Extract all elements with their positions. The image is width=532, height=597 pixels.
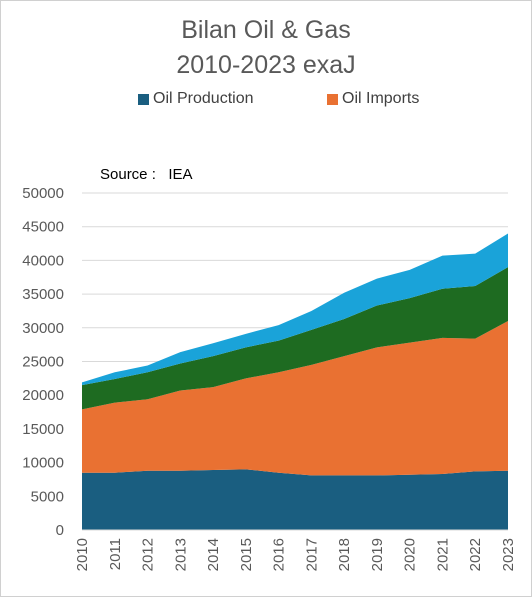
legend-label-oil-production: Oil Production xyxy=(153,90,254,107)
legend-swatch-oil-production xyxy=(138,93,149,105)
x-tick-label: 2016 xyxy=(271,538,288,571)
y-tick-label: 20000 xyxy=(22,387,64,404)
y-tick-label: 40000 xyxy=(22,252,64,269)
chart-title: Bilan Oil & Gas xyxy=(181,16,351,44)
x-tick-label: 2018 xyxy=(336,538,353,571)
x-tick-label: 2019 xyxy=(369,538,386,571)
y-tick-label: 15000 xyxy=(22,421,64,438)
legend-swatch-oil-imports xyxy=(327,93,338,105)
x-tick-label: 2021 xyxy=(434,538,451,571)
area-oil-production xyxy=(82,469,508,530)
y-tick-label: 45000 xyxy=(22,219,64,236)
x-tick-label: 2011 xyxy=(107,538,124,570)
y-tick-label: 25000 xyxy=(22,354,64,371)
x-tick-label: 2012 xyxy=(140,538,157,571)
y-tick-label: 0 xyxy=(56,522,64,539)
x-tick-label: 2014 xyxy=(205,538,222,571)
y-tick-label: 50000 xyxy=(22,185,64,202)
legend-item-oil-imports: Oil Imports xyxy=(327,90,419,108)
x-tick-label: 2020 xyxy=(402,538,419,571)
legend-label-oil-imports: Oil Imports xyxy=(342,90,420,107)
legend: Oil Production Oil Imports xyxy=(0,90,532,112)
source-annotation: Source : IEA xyxy=(100,166,193,183)
y-tick-label: 30000 xyxy=(22,320,64,337)
x-tick-label: 2010 xyxy=(74,538,91,571)
x-tick-label: 2017 xyxy=(303,538,320,571)
area-series-3 xyxy=(82,267,508,410)
y-tick-label: 10000 xyxy=(22,455,64,472)
x-tick-label: 2015 xyxy=(238,538,255,571)
legend-item-oil-production: Oil Production xyxy=(138,90,254,108)
area-oil-imports xyxy=(82,321,508,476)
x-tick-label: 2013 xyxy=(172,538,189,571)
chart-subtitle: 2010-2023 exaJ xyxy=(176,51,356,79)
y-tick-label: 35000 xyxy=(22,286,64,303)
x-tick-label: 2022 xyxy=(467,538,484,571)
y-tick-label: 5000 xyxy=(31,488,64,505)
x-tick-label: 2023 xyxy=(500,538,517,571)
